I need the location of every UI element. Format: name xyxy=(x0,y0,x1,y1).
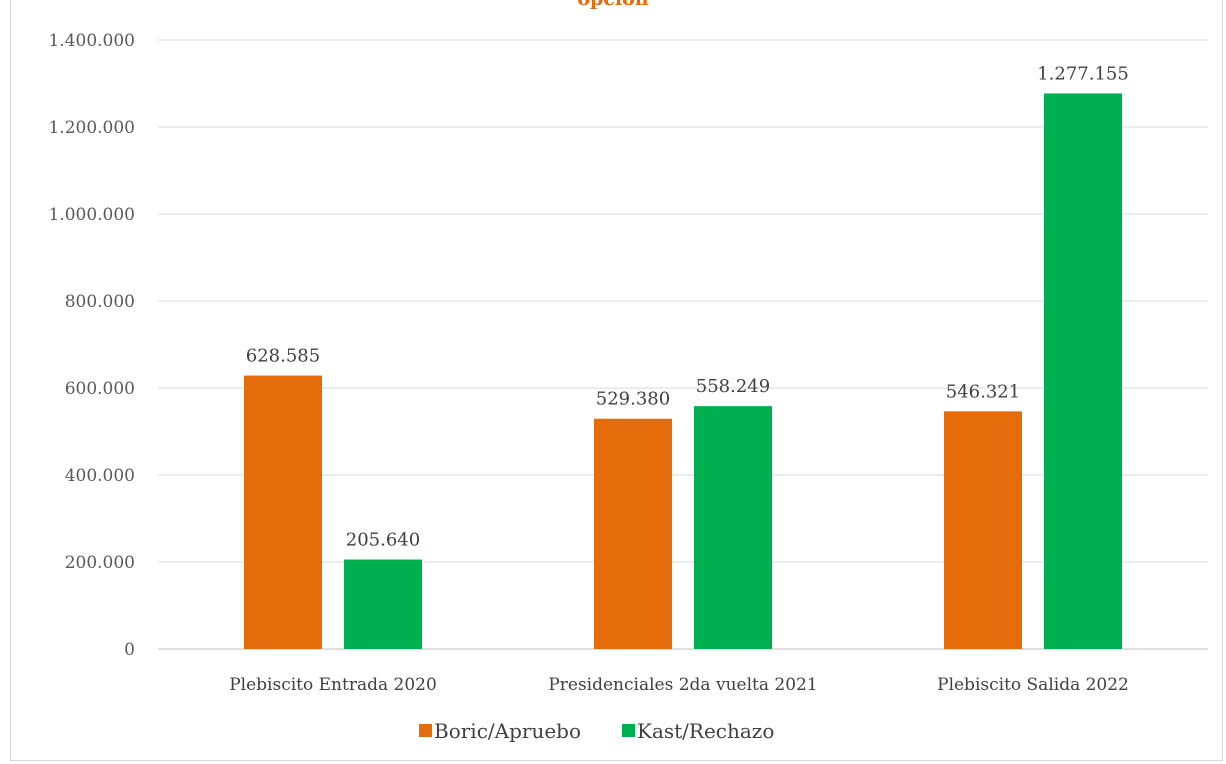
data-label: 546.321 xyxy=(946,381,1020,402)
x-tick-label: Plebiscito Entrada 2020 xyxy=(229,675,437,695)
legend-label: Kast/Rechazo xyxy=(637,719,774,743)
data-label: 558.249 xyxy=(696,376,770,397)
gridlines xyxy=(158,39,1208,650)
x-tick-label: Presidenciales 2da vuelta 2021 xyxy=(548,675,817,695)
bar xyxy=(594,418,672,649)
legend: Boric/Apruebo Kast/Rechazo xyxy=(419,719,774,743)
y-tick-label: 800.000 xyxy=(65,292,135,312)
y-tick-label: 1.200.000 xyxy=(48,118,135,138)
y-tick-label: 600.000 xyxy=(65,379,135,399)
legend-label: Boric/Apruebo xyxy=(434,719,581,743)
bar xyxy=(1044,93,1122,650)
data-labels: 628.585 205.640 529.380 558.249 546.321 1.277… xyxy=(246,63,1129,550)
bar xyxy=(944,411,1022,649)
bar xyxy=(694,406,772,649)
y-tick-label: 1.400.000 xyxy=(48,31,135,51)
data-label: 205.640 xyxy=(346,530,420,551)
data-label: 1.277.155 xyxy=(1037,63,1129,84)
x-axis-labels: Plebiscito Entrada 2020 Presidenciales 2d… xyxy=(229,675,1129,695)
y-tick-label: 0 xyxy=(124,640,135,660)
bars xyxy=(244,93,1122,650)
x-tick-label: Plebiscito Salida 2022 xyxy=(937,675,1129,695)
y-tick-label: 200.000 xyxy=(65,553,135,573)
data-label: 628.585 xyxy=(246,346,320,367)
bar xyxy=(244,375,322,649)
y-tick-label: 1.000.000 xyxy=(48,205,135,225)
chart-title: opción xyxy=(0,0,1226,10)
legend-swatch xyxy=(419,724,432,737)
y-tick-label: 400.000 xyxy=(65,466,135,486)
legend-swatch xyxy=(622,724,635,737)
data-label: 529.380 xyxy=(596,389,670,410)
bar xyxy=(344,559,422,649)
y-axis-ticks: 0 200.000 400.000 600.000 800.000 1.000.000 1.… xyxy=(48,31,135,660)
